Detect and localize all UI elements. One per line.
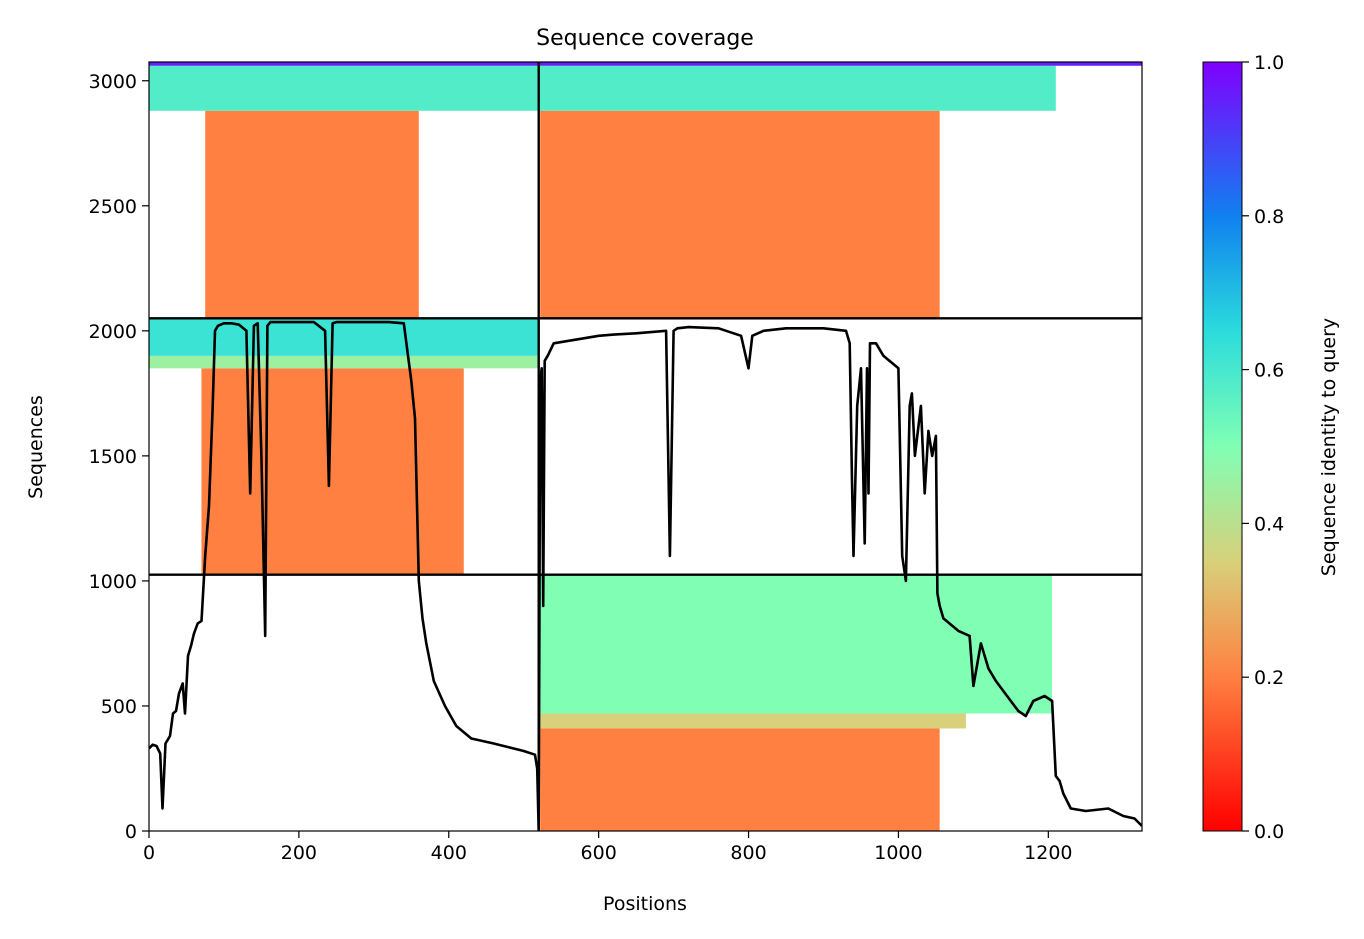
coverage-line	[149, 320, 1142, 831]
x-tick-label: 800	[730, 842, 766, 864]
y-axis: 0 500 1000 1500 2000 2500 3000	[89, 71, 149, 843]
colorbar-tick-label: 0.0	[1254, 821, 1284, 843]
identity-band	[201, 368, 464, 575]
x-tick-label: 1000	[874, 842, 922, 864]
plot-frame	[148, 61, 1143, 832]
identity-band	[540, 574, 1053, 714]
colorbar-tick-label: 1.0	[1254, 52, 1284, 74]
y-tick-label: 2500	[89, 196, 137, 218]
y-tick-label: 1000	[89, 571, 137, 593]
x-tick-label: 1200	[1024, 842, 1072, 864]
identity-band	[149, 65, 1056, 111]
block-top-right	[149, 62, 1142, 319]
identity-band	[149, 62, 1142, 66]
colorbar-tick-label: 0.2	[1254, 667, 1284, 689]
colorbar	[1202, 61, 1243, 832]
y-tick-label: 0	[125, 821, 137, 843]
identity-band	[149, 318, 539, 356]
block-top-left	[205, 110, 419, 319]
colorbar-tick-label: 0.8	[1254, 206, 1284, 228]
coverage-line-group	[149, 320, 1142, 831]
x-tick-label: 0	[143, 842, 155, 864]
identity-band	[149, 355, 539, 369]
identity-band	[205, 110, 419, 319]
x-axis: 0 200 400 600 800 1000 1200	[143, 831, 1073, 864]
colorbar-tick-label: 0.4	[1254, 513, 1284, 535]
y-tick-label: 2000	[89, 321, 137, 343]
x-tick-label: 400	[431, 842, 467, 864]
y-axis-label: Sequences	[25, 395, 47, 499]
y-tick-label: 1500	[89, 446, 137, 468]
y-tick-label: 3000	[89, 71, 137, 93]
identity-band	[540, 110, 940, 319]
coverage-heatmap	[149, 62, 1142, 831]
y-tick-label: 500	[101, 696, 137, 718]
colorbar-label: Sequence identity to query	[1318, 318, 1340, 576]
x-tick-label: 600	[581, 842, 617, 864]
identity-band	[540, 728, 940, 831]
colorbar-tick-label: 0.6	[1254, 360, 1284, 382]
x-axis-label: Positions	[603, 893, 687, 915]
identity-band	[540, 713, 966, 729]
block-bottom-right	[540, 574, 1053, 831]
chart-title: Sequence coverage	[536, 26, 754, 51]
x-tick-label: 200	[281, 842, 317, 864]
colorbar-axis: 0.0 0.2 0.4 0.6 0.8 1.0	[1242, 52, 1284, 843]
